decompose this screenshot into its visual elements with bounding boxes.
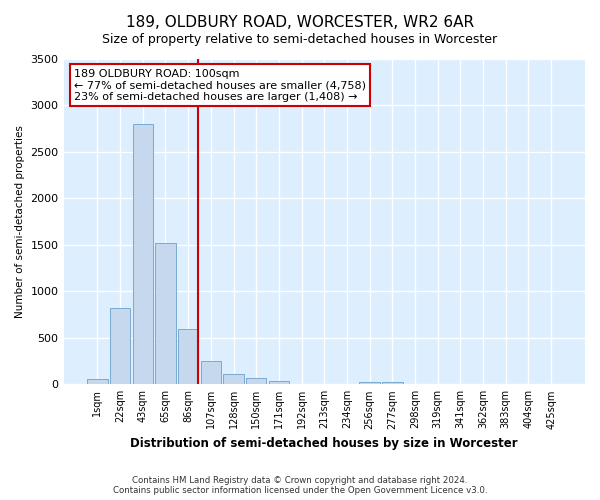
Bar xyxy=(246,378,266,384)
Bar xyxy=(110,308,130,384)
Bar xyxy=(359,382,380,384)
X-axis label: Distribution of semi-detached houses by size in Worcester: Distribution of semi-detached houses by … xyxy=(130,437,518,450)
Text: 189, OLDBURY ROAD, WORCESTER, WR2 6AR: 189, OLDBURY ROAD, WORCESTER, WR2 6AR xyxy=(126,15,474,30)
Bar xyxy=(223,374,244,384)
Bar xyxy=(200,361,221,384)
Bar xyxy=(133,124,153,384)
Text: Size of property relative to semi-detached houses in Worcester: Size of property relative to semi-detach… xyxy=(103,32,497,46)
Bar xyxy=(155,243,176,384)
Bar xyxy=(178,328,199,384)
Bar xyxy=(87,378,107,384)
Text: Contains HM Land Registry data © Crown copyright and database right 2024.
Contai: Contains HM Land Registry data © Crown c… xyxy=(113,476,487,495)
Text: 189 OLDBURY ROAD: 100sqm
← 77% of semi-detached houses are smaller (4,758)
23% o: 189 OLDBURY ROAD: 100sqm ← 77% of semi-d… xyxy=(74,69,366,102)
Bar xyxy=(382,382,403,384)
Y-axis label: Number of semi-detached properties: Number of semi-detached properties xyxy=(15,125,25,318)
Bar xyxy=(269,380,289,384)
